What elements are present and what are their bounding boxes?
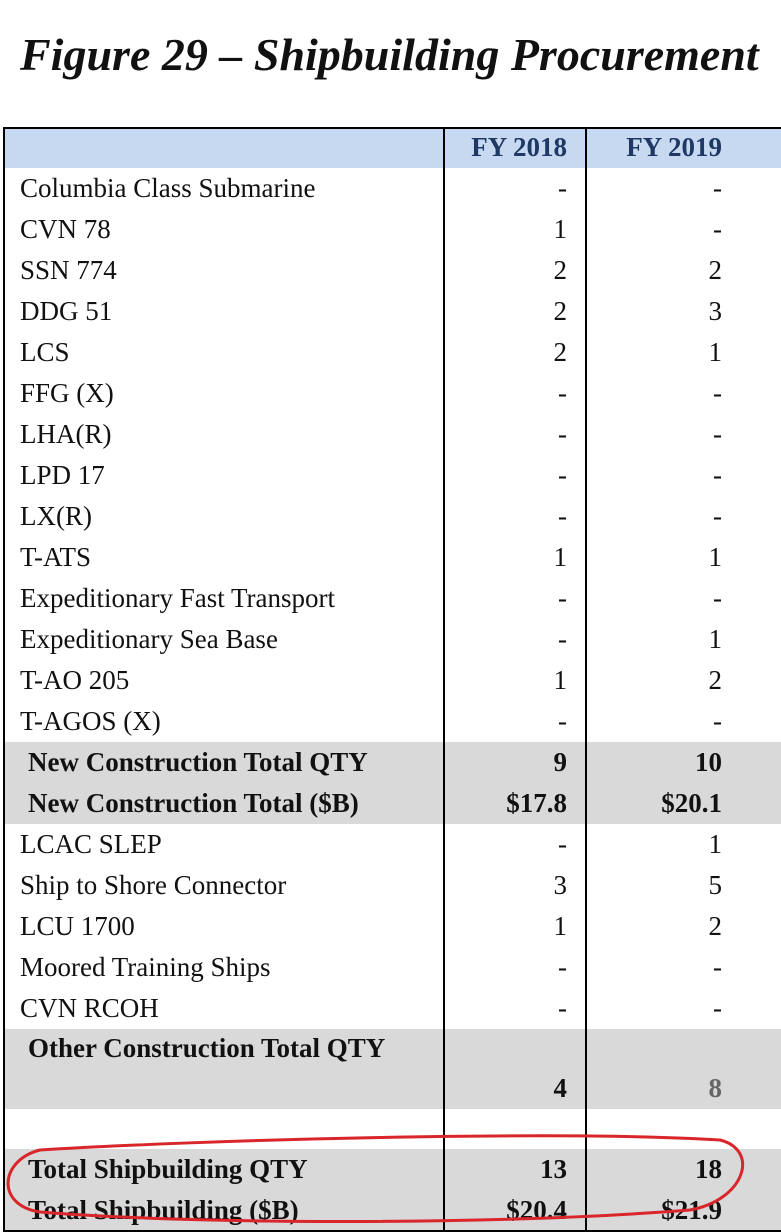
row-label: FFG (X) (20, 378, 114, 408)
value-cell: 2 (708, 255, 723, 285)
row-label: T-AGOS (X) (20, 706, 161, 736)
row-label: LHA(R) (20, 419, 112, 449)
column-border (443, 127, 445, 1231)
row-label: Columbia Class Submarine (20, 173, 316, 203)
value-cell: 2 (708, 911, 723, 941)
total-label: Other Construction Total QTY (28, 1033, 386, 1063)
row-label: Expeditionary Sea Base (20, 624, 278, 654)
value-cell: - (558, 460, 567, 490)
row-label: LCS (20, 337, 70, 367)
row-label: CVN RCOH (20, 993, 159, 1023)
total-row-background (3, 783, 781, 824)
value-cell: - (713, 419, 722, 449)
column-border (3, 127, 5, 1231)
value-cell: - (558, 952, 567, 982)
value-cell: 1 (708, 337, 723, 367)
total-row-background (3, 1029, 781, 1109)
column-header: FY 2018 (471, 132, 567, 162)
red-circle-annotation (6, 1134, 745, 1223)
row-label: LCU 1700 (20, 911, 135, 941)
row-label: T-AO 205 (20, 665, 130, 695)
value-cell: 1 (708, 542, 723, 572)
value-cell: 10 (695, 747, 722, 777)
value-cell: - (558, 173, 567, 203)
row-label: DDG 51 (20, 296, 113, 326)
value-cell: 1 (553, 214, 568, 244)
figure-title: Figure 29 – Shipbuilding Procurement (20, 29, 759, 80)
value-cell: - (713, 583, 722, 613)
value-cell: - (558, 624, 567, 654)
value-cell: - (713, 952, 722, 982)
total-row-background (3, 1149, 781, 1190)
column-border (585, 127, 587, 1231)
value-cell: 18 (695, 1154, 722, 1184)
value-cell: 1 (553, 665, 568, 695)
row-label: Ship to Shore Connector (20, 870, 287, 900)
row-label: LCAC SLEP (20, 829, 162, 859)
value-cell: 2 (708, 665, 723, 695)
total-row-background (3, 1190, 781, 1231)
value-cell: 3 (708, 296, 723, 326)
value-cell: 5 (708, 870, 723, 900)
total-label: New Construction Total ($B) (28, 788, 359, 818)
column-header: FY 2019 (626, 132, 722, 162)
value-cell: 1 (553, 542, 568, 572)
total-label: Total Shipbuilding QTY (28, 1154, 308, 1184)
value-cell: - (713, 378, 722, 408)
row-label: Expeditionary Fast Transport (20, 583, 335, 613)
value-cell: 1 (708, 829, 723, 859)
value-cell: - (558, 829, 567, 859)
table-border (3, 127, 781, 129)
value-cell: - (713, 706, 722, 736)
value-cell: $20.1 (661, 788, 722, 818)
value-cell: - (713, 460, 722, 490)
value-cell: 4 (553, 1073, 568, 1103)
value-cell: $17.8 (506, 788, 567, 818)
row-label: LPD 17 (20, 460, 105, 490)
row-label: Moored Training Ships (20, 952, 271, 982)
value-cell: 2 (553, 255, 568, 285)
value-cell: - (713, 501, 722, 531)
value-cell: - (558, 419, 567, 449)
value-cell: - (558, 583, 567, 613)
value-cell: 2 (553, 337, 568, 367)
value-cell: - (558, 993, 567, 1023)
row-label: SSN 774 (20, 255, 117, 285)
value-cell: - (558, 378, 567, 408)
total-label: New Construction Total QTY (28, 747, 368, 777)
value-cell: 8 (708, 1073, 723, 1103)
value-cell: 9 (553, 747, 568, 777)
header-background (3, 127, 781, 168)
value-cell: - (558, 501, 567, 531)
value-cell: - (713, 993, 722, 1023)
row-label: CVN 78 (20, 214, 111, 244)
value-cell: - (713, 173, 722, 203)
value-cell: 1 (553, 911, 568, 941)
value-cell: 1 (708, 624, 723, 654)
total-row-background (3, 742, 781, 783)
value-cell: 2 (553, 296, 568, 326)
row-label: LX(R) (20, 501, 92, 531)
value-cell: - (713, 214, 722, 244)
value-cell: 3 (553, 870, 568, 900)
value-cell: 13 (540, 1154, 567, 1184)
row-label: T-ATS (20, 542, 92, 572)
value-cell: - (558, 706, 567, 736)
